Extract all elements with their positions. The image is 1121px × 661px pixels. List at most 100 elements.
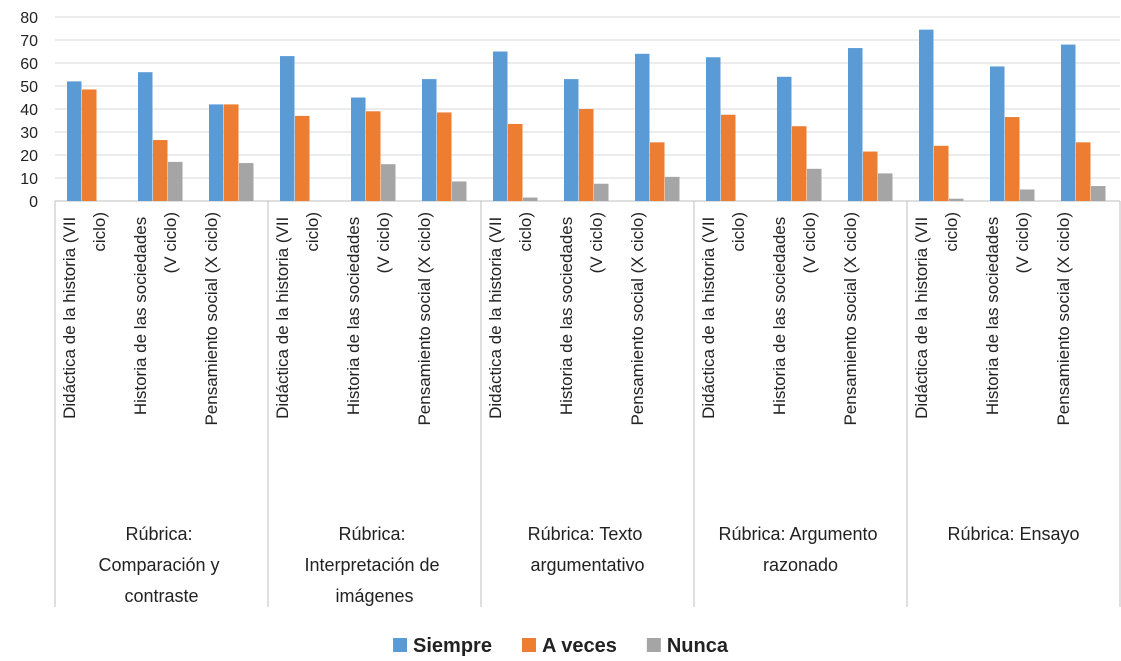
label-line: (V ciclo) — [800, 212, 819, 273]
bar — [934, 145, 949, 201]
bar — [351, 97, 366, 201]
legend-label: Nunca — [667, 635, 729, 657]
y-tick-label: 50 — [20, 79, 38, 96]
label-line: Rúbrica: Argumento — [718, 524, 882, 544]
bar — [919, 29, 934, 202]
label-line: Historia de las sociedades — [344, 212, 363, 415]
bar — [848, 48, 863, 201]
y-tick-label: 20 — [20, 148, 38, 165]
label-line: razonado — [763, 555, 838, 575]
y-tick-label: 70 — [20, 33, 38, 50]
label-line: Interpretación de — [304, 555, 444, 575]
x-tick-label: Historia de las sociedades (V ciclo) — [770, 212, 819, 415]
bar — [153, 140, 168, 201]
bar — [1091, 186, 1106, 201]
bar — [280, 56, 295, 201]
bar — [706, 57, 721, 201]
x-tick-label: Didáctica de la historia (VII ciclo) — [699, 212, 748, 419]
label-line: Rúbrica: — [338, 524, 410, 544]
x-tick-label: Pensamiento social (X ciclo) — [841, 212, 860, 426]
y-tick-label: 10 — [20, 171, 38, 188]
label-line: ciclo) — [303, 212, 322, 252]
bar — [224, 104, 239, 201]
bar — [1005, 117, 1020, 201]
label-line: Historia de las sociedades — [983, 212, 1002, 415]
bar — [493, 51, 508, 201]
label-line: Pensamiento social (X ciclo) — [202, 212, 221, 426]
legend-swatch — [521, 638, 536, 652]
x-tick-label: Historia de las sociedades (V ciclo) — [557, 212, 606, 415]
bar — [777, 76, 792, 201]
label-line: Comparación y — [98, 555, 224, 575]
bar — [437, 112, 452, 201]
x-tick-label: Didáctica de la historia (VII ciclo) — [912, 212, 961, 419]
bar — [635, 53, 650, 201]
x-tick-label: Historia de las sociedades (V ciclo) — [983, 212, 1032, 415]
group-label: Rúbrica: Texto argumentativo — [528, 524, 648, 575]
bar — [452, 181, 467, 201]
label-line: argumentativo — [530, 555, 644, 575]
legend-swatch — [646, 638, 661, 652]
label-line: (V ciclo) — [161, 212, 180, 273]
label-line: Historia de las sociedades — [557, 212, 576, 415]
x-tick-label: Pensamiento social (X ciclo) — [628, 212, 647, 426]
bar — [721, 114, 736, 201]
group-label: Rúbrica: Ensayo — [947, 524, 1079, 544]
bar — [990, 66, 1005, 201]
bar — [564, 79, 579, 201]
x-tick-label: Historia de las sociedades (V ciclo) — [344, 212, 393, 415]
bar — [508, 123, 523, 201]
bar — [792, 126, 807, 201]
legend-label: A veces — [542, 635, 617, 657]
label-line: Didáctica de la historia (VII — [273, 212, 292, 419]
label-line: ciclo) — [942, 212, 961, 252]
bar — [138, 72, 153, 201]
x-tick-label: Pensamiento social (X ciclo) — [1054, 212, 1073, 426]
y-tick-label: 30 — [20, 125, 38, 142]
bar — [579, 109, 594, 201]
legend-label: Siempre — [413, 635, 492, 657]
x-tick-label: Pensamiento social (X ciclo) — [415, 212, 434, 426]
x-tick-label: Didáctica de la historia (VII ciclo) — [486, 212, 535, 419]
bar — [1061, 44, 1076, 201]
label-line: Didáctica de la historia (VII — [699, 212, 718, 419]
label-line: (V ciclo) — [374, 212, 393, 273]
bar — [422, 79, 437, 201]
bar — [650, 142, 665, 201]
x-tick-label: Didáctica de la historia (VII ciclo) — [60, 212, 109, 419]
bar — [807, 168, 822, 201]
bar — [366, 111, 381, 201]
label-line: Historia de las sociedades — [131, 212, 150, 415]
x-tick-label: Historia de las sociedades (V ciclo) — [131, 212, 180, 415]
x-tick-label: Pensamiento social (X ciclo) — [202, 212, 221, 426]
label-line: ciclo) — [516, 212, 535, 252]
bar — [1020, 189, 1035, 201]
label-line: Pensamiento social (X ciclo) — [628, 212, 647, 426]
bar — [863, 151, 878, 201]
label-line: Didáctica de la historia (VII — [912, 212, 931, 419]
label-line: Didáctica de la historia (VII — [486, 212, 505, 419]
label-line: Rúbrica: Ensayo — [947, 524, 1079, 544]
label-line: Pensamiento social (X ciclo) — [841, 212, 860, 426]
label-line: Didáctica de la historia (VII — [60, 212, 79, 419]
bar — [82, 89, 97, 201]
legend-swatch — [393, 638, 408, 652]
bar — [209, 104, 224, 201]
label-line: imágenes — [335, 586, 413, 606]
bar — [523, 197, 538, 201]
group-label: Rúbrica: Comparación y contraste — [98, 524, 224, 606]
label-line: (V ciclo) — [1013, 212, 1032, 273]
y-tick-label: 80 — [20, 10, 38, 27]
y-tick-label: 60 — [20, 56, 38, 73]
label-line: contraste — [124, 586, 198, 606]
label-line: ciclo) — [90, 212, 109, 252]
group-label: Rúbrica: Argumento razonado — [718, 524, 882, 575]
label-line: Historia de las sociedades — [770, 212, 789, 415]
x-tick-label: Didáctica de la historia (VII ciclo) — [273, 212, 322, 419]
bar — [239, 163, 254, 201]
bar — [67, 81, 82, 201]
label-line: Rúbrica: Texto — [528, 524, 648, 544]
y-tick-label: 0 — [29, 194, 38, 211]
group-label: Rúbrica: Interpretación de imágenes — [304, 524, 444, 606]
